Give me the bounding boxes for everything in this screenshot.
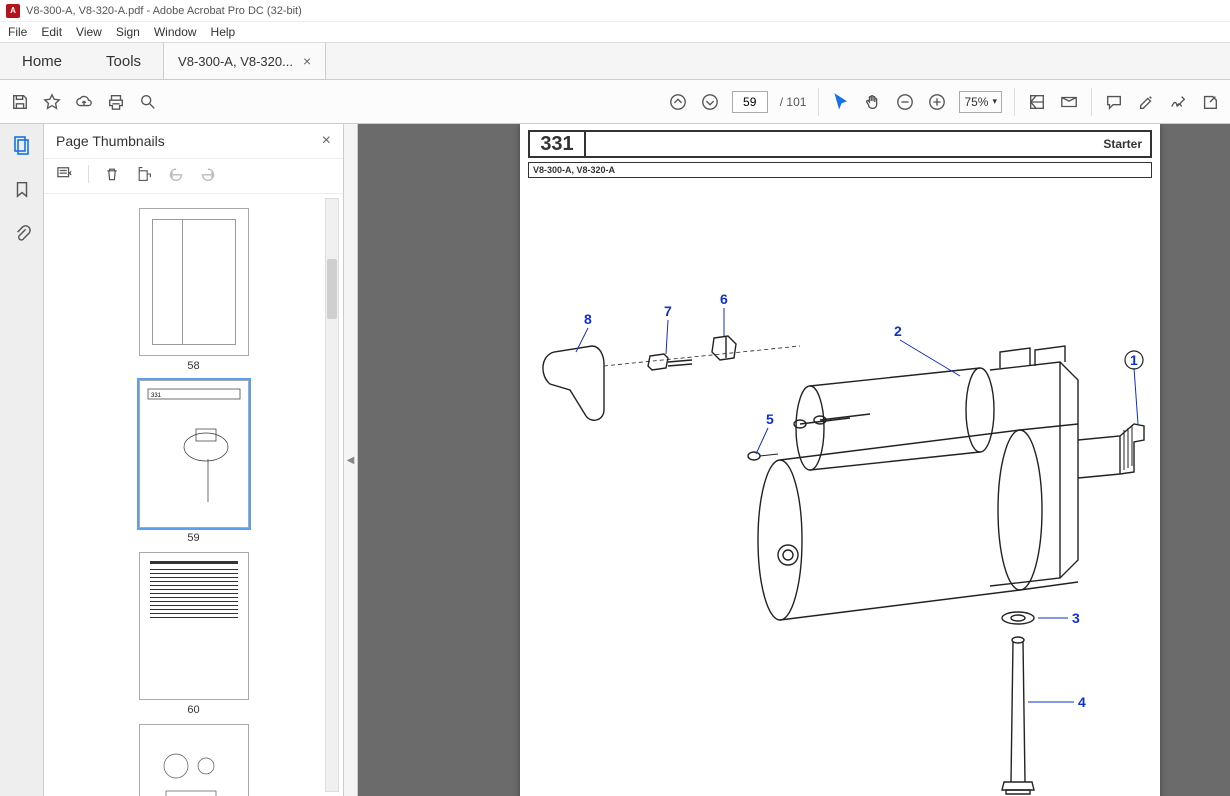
search-icon[interactable] — [138, 92, 158, 112]
tab-document[interactable]: V8-300-A, V8-320... × — [163, 43, 326, 79]
diagram-title: Starter — [586, 132, 1150, 156]
callout-8: 8 — [584, 311, 592, 327]
separator — [1014, 88, 1015, 116]
menu-window[interactable]: Window — [154, 25, 197, 39]
menu-sign[interactable]: Sign — [116, 25, 140, 39]
scrollbar-handle[interactable] — [327, 259, 337, 319]
sign-icon[interactable] — [1168, 92, 1188, 112]
comment-icon[interactable] — [1104, 92, 1124, 112]
main-area: Page Thumbnails × 58 331 59 — [0, 124, 1230, 796]
page-number-input[interactable] — [732, 91, 768, 113]
cloud-upload-icon[interactable] — [74, 92, 94, 112]
diagram-drawing: 1 2 3 4 5 6 7 8 — [520, 180, 1160, 796]
pdf-app-icon: A — [6, 4, 20, 18]
zoom-out-icon[interactable] — [895, 92, 915, 112]
rotate-page-icon[interactable] — [135, 165, 153, 183]
window-title: V8-300-A, V8-320-A.pdf - Adobe Acrobat P… — [26, 5, 302, 17]
callout-3: 3 — [1072, 610, 1080, 626]
menu-bar: File Edit View Sign Window Help — [0, 22, 1230, 42]
thumbnail-label: 60 — [44, 704, 343, 716]
page-view: 331 Starter V8-300-A, V8-320-A — [520, 124, 1160, 796]
close-tab-icon[interactable]: × — [303, 53, 311, 69]
page-down-icon[interactable] — [700, 92, 720, 112]
thumbnail[interactable]: 331 59 — [44, 380, 343, 544]
zoom-in-icon[interactable] — [927, 92, 947, 112]
zoom-select[interactable]: 75%▾ — [959, 91, 1002, 113]
save-icon[interactable] — [10, 92, 30, 112]
callout-1: 1 — [1130, 352, 1138, 368]
fit-width-icon[interactable] — [1027, 92, 1047, 112]
highlight-icon[interactable] — [1136, 92, 1156, 112]
tab-document-label: V8-300-A, V8-320... — [178, 54, 293, 69]
callout-5: 5 — [766, 411, 774, 427]
thumbnail[interactable]: 58 — [44, 208, 343, 372]
menu-view[interactable]: View — [76, 25, 102, 39]
hand-tool-icon[interactable] — [863, 92, 883, 112]
document-viewer[interactable]: 331 Starter V8-300-A, V8-320-A — [358, 124, 1230, 796]
menu-file[interactable]: File — [8, 25, 27, 39]
left-rail — [0, 124, 44, 796]
star-icon[interactable] — [42, 92, 62, 112]
thumbnail-label: 58 — [44, 360, 343, 372]
edit-icon[interactable] — [1200, 92, 1220, 112]
thumbnail[interactable]: 60 — [44, 552, 343, 716]
page-up-icon[interactable] — [668, 92, 688, 112]
attachment-rail-icon[interactable] — [11, 222, 33, 244]
delete-page-icon[interactable] — [103, 165, 121, 183]
thumbnails-rail-icon[interactable] — [11, 134, 33, 156]
title-bar: A V8-300-A, V8-320-A.pdf - Adobe Acrobat… — [0, 0, 1230, 22]
thumbnails-scrollbar[interactable] — [325, 198, 339, 792]
thumbnail-label: 59 — [44, 532, 343, 544]
tab-tools[interactable]: Tools — [84, 43, 163, 79]
select-tool-icon[interactable] — [831, 92, 851, 112]
tabs-row: Home Tools V8-300-A, V8-320... × — [0, 42, 1230, 80]
thumbnail[interactable]: 61 — [44, 724, 343, 796]
panel-options-icon[interactable] — [56, 165, 74, 183]
page-total-label: / 101 — [780, 95, 807, 109]
menu-help[interactable]: Help — [211, 25, 236, 39]
bookmark-rail-icon[interactable] — [11, 178, 33, 200]
menu-edit[interactable]: Edit — [41, 25, 62, 39]
svg-text:331: 331 — [151, 393, 162, 399]
tab-home[interactable]: Home — [0, 43, 84, 79]
diagram-number: 331 — [530, 132, 586, 156]
collapse-panel-handle[interactable]: ◀ — [344, 124, 358, 796]
toolbar: / 101 75%▾ — [0, 80, 1230, 124]
undo-icon[interactable] — [167, 165, 185, 183]
callout-7: 7 — [664, 303, 672, 319]
diagram-subtitle: V8-300-A, V8-320-A — [528, 162, 1152, 178]
redo-icon[interactable] — [199, 165, 217, 183]
thumbnails-list[interactable]: 58 331 59 60 61 — [44, 194, 343, 796]
callout-2: 2 — [894, 323, 902, 339]
separator — [1091, 88, 1092, 116]
thumbnails-panel: Page Thumbnails × 58 331 59 — [44, 124, 344, 796]
callout-6: 6 — [720, 291, 728, 307]
read-mode-icon[interactable] — [1059, 92, 1079, 112]
separator — [818, 88, 819, 116]
thumbnails-panel-title: Page Thumbnails — [56, 133, 165, 149]
print-icon[interactable] — [106, 92, 126, 112]
callout-4: 4 — [1078, 694, 1086, 710]
close-panel-icon[interactable]: × — [322, 132, 331, 150]
